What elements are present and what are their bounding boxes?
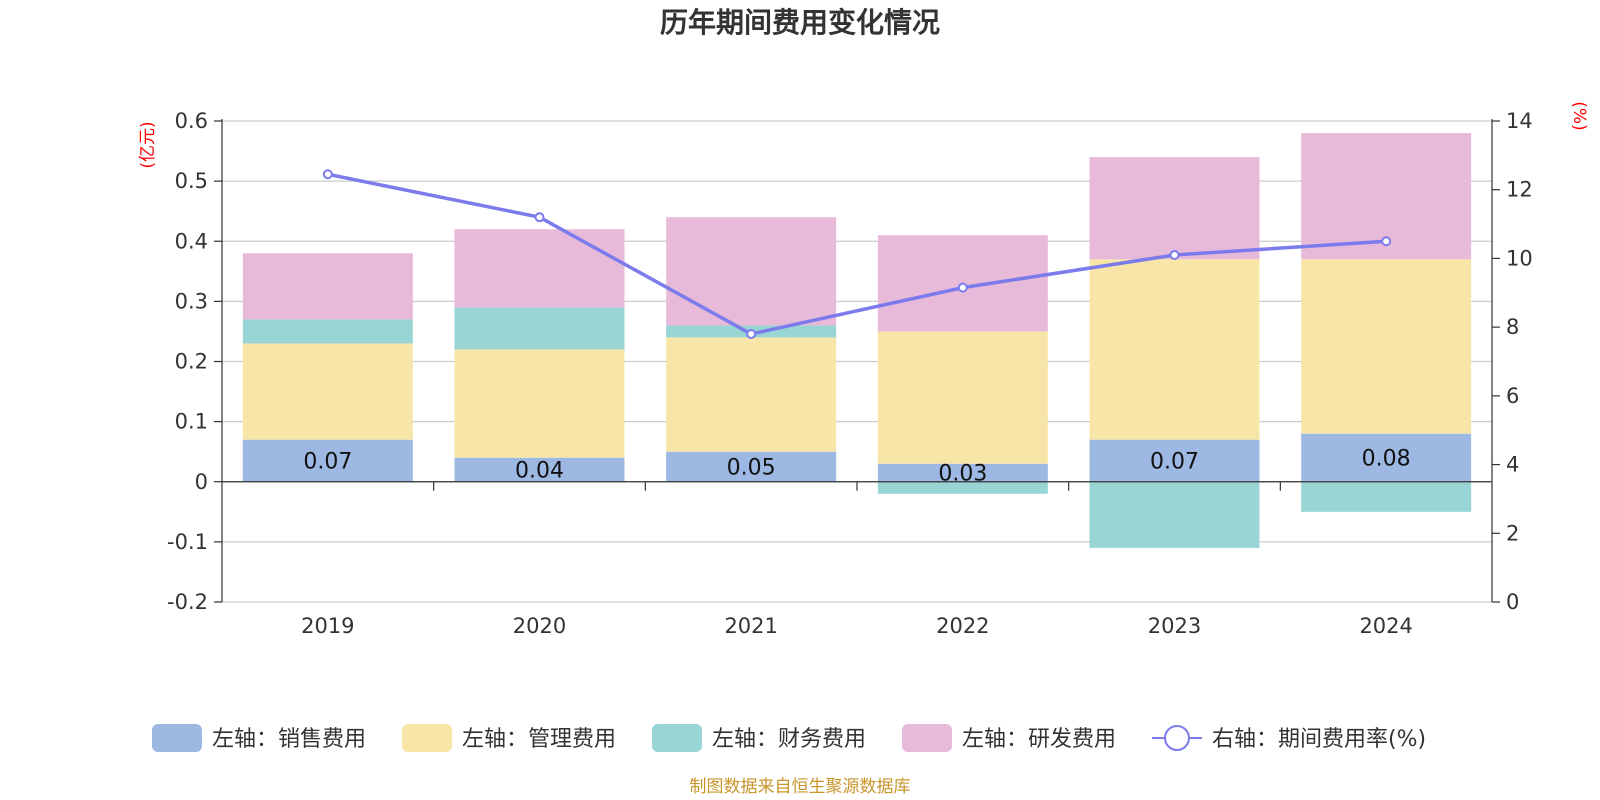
left-tick-label: 0.2 [175,350,208,374]
bar-segment [242,439,413,482]
data-label: 0.07 [303,450,352,475]
data-label: 0.08 [1362,447,1411,472]
bar-segment [242,319,413,344]
bar-segment [1301,481,1472,512]
chart-title: 历年期间费用变化情况 [660,6,940,39]
source-note: 制图数据来自恒生聚源数据库 [690,777,911,797]
bars [242,133,1472,548]
rate-point [957,282,968,293]
bar-segment [454,229,625,308]
left-axis-unit: (亿元) [138,121,158,168]
bar-segment [454,307,625,350]
bar-segment [877,463,1048,482]
bar-segment [666,451,837,482]
x-tick-label: 2020 [513,614,566,638]
left-tick-label: -0.2 [167,590,208,614]
left-tick-label: 0.1 [175,410,208,434]
left-tick-label: 0.4 [175,229,208,253]
left-tick-label: 0.3 [175,289,208,313]
right-tick-label: 10 [1506,246,1533,270]
data-label: 0.07 [1150,450,1199,475]
bar-segment [877,331,1048,464]
bar-segment [242,253,413,320]
bar-segment [1089,259,1260,440]
legend-swatch [902,724,952,752]
data-label: 0.04 [515,459,564,484]
bar-segment [242,343,413,440]
bar-segment [454,457,625,482]
legend-swatch [402,724,452,752]
bar-segment [1301,259,1472,434]
bar-segment [1301,433,1472,482]
rate-point [1381,236,1392,247]
left-tick-label: 0.6 [175,109,208,133]
x-tick-label: 2021 [724,614,777,638]
right-tick-label: 12 [1506,178,1533,202]
right-tick-label: 0 [1506,590,1519,614]
data-labels: 0.07 0.04 0.05 0.03 0.07 0.08 [303,447,1410,487]
legend-label: 左轴：财务费用 [712,727,866,752]
legend-label: 右轴：期间费用率(%) [1212,727,1426,752]
right-tick-label: 4 [1506,453,1519,477]
legend-swatch [152,724,202,752]
bar-segment [666,337,837,452]
left-tick-label: -0.1 [167,530,208,554]
bar-segment [1089,157,1260,260]
left-tick-label: 0 [195,470,208,494]
rate-line [327,172,1387,336]
rate-point [534,212,545,223]
legend-line-marker [1164,725,1190,751]
legend-label: 左轴：销售费用 [212,727,366,752]
data-label: 0.03 [938,462,987,487]
bar-segment [877,481,1048,494]
left-tick-label: 0.5 [175,169,208,193]
axes: -0.2 -0.1 0 0.1 0.2 0.3 0.4 0.5 0.6 0 2 4 6 8 10 12 14 20… [167,109,1533,638]
right-tick-label: 8 [1506,315,1519,339]
legend-label: 左轴：管理费用 [462,727,616,752]
line-series [322,169,1392,340]
right-tick-label: 2 [1506,521,1519,545]
legend: 左轴：销售费用 左轴：管理费用 左轴：财务费用 左轴：研发费用 右轴：期间费用率(%) [152,724,1426,752]
rate-point [1169,249,1180,260]
bar-segment [1089,439,1260,482]
rate-point [322,169,333,180]
right-axis-unit: (%) [1569,101,1589,130]
x-tick-label: 2019 [301,614,354,638]
x-tick-label: 2023 [1148,614,1201,638]
right-tick-label: 14 [1506,109,1533,133]
bar-segment [1089,481,1260,548]
data-label: 0.05 [727,456,776,481]
rate-point [746,329,757,340]
bar-segment [454,349,625,458]
right-tick-label: 6 [1506,384,1519,408]
legend-label: 左轴：研发费用 [962,727,1116,752]
legend-swatch [652,724,702,752]
x-tick-label: 2024 [1359,614,1412,638]
bar-segment [666,217,837,326]
x-tick-label: 2022 [936,614,989,638]
